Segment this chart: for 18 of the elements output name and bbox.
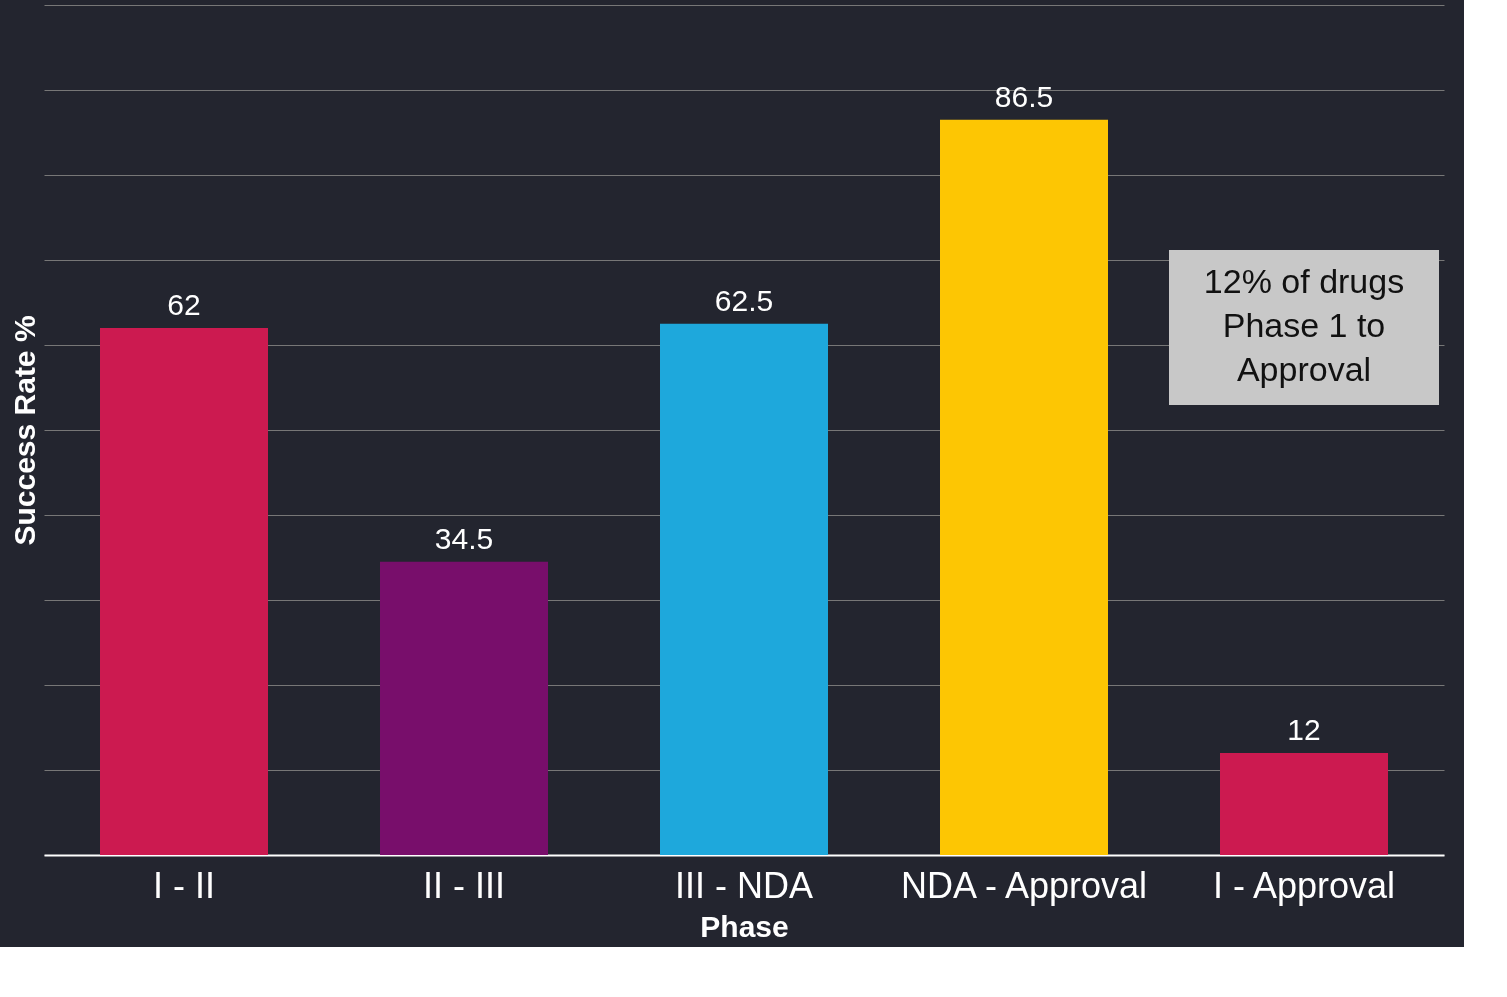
data-label: 34.5 xyxy=(434,521,494,555)
y-axis-title: Success Rate % xyxy=(7,315,41,546)
x-tick-label: I - II xyxy=(153,864,215,906)
bar xyxy=(380,561,548,855)
data-label: 86.5 xyxy=(994,79,1054,113)
x-tick-label: II - III xyxy=(422,864,506,906)
x-tick-label: III - NDA xyxy=(674,864,814,906)
bar xyxy=(1220,753,1388,855)
bar xyxy=(660,323,828,855)
bar xyxy=(100,328,268,855)
data-label: 62.5 xyxy=(714,283,774,317)
annotation: 12% of drugs Phase 1 to Approval xyxy=(1203,262,1405,388)
data-label: 12 xyxy=(1287,713,1321,746)
x-tick-label: NDA - Approval xyxy=(900,864,1148,906)
x-axis-title: Phase xyxy=(700,909,789,943)
x-tick-label: I - Approval xyxy=(1212,864,1396,906)
bar xyxy=(940,119,1108,855)
data-label: 62 xyxy=(167,288,201,321)
